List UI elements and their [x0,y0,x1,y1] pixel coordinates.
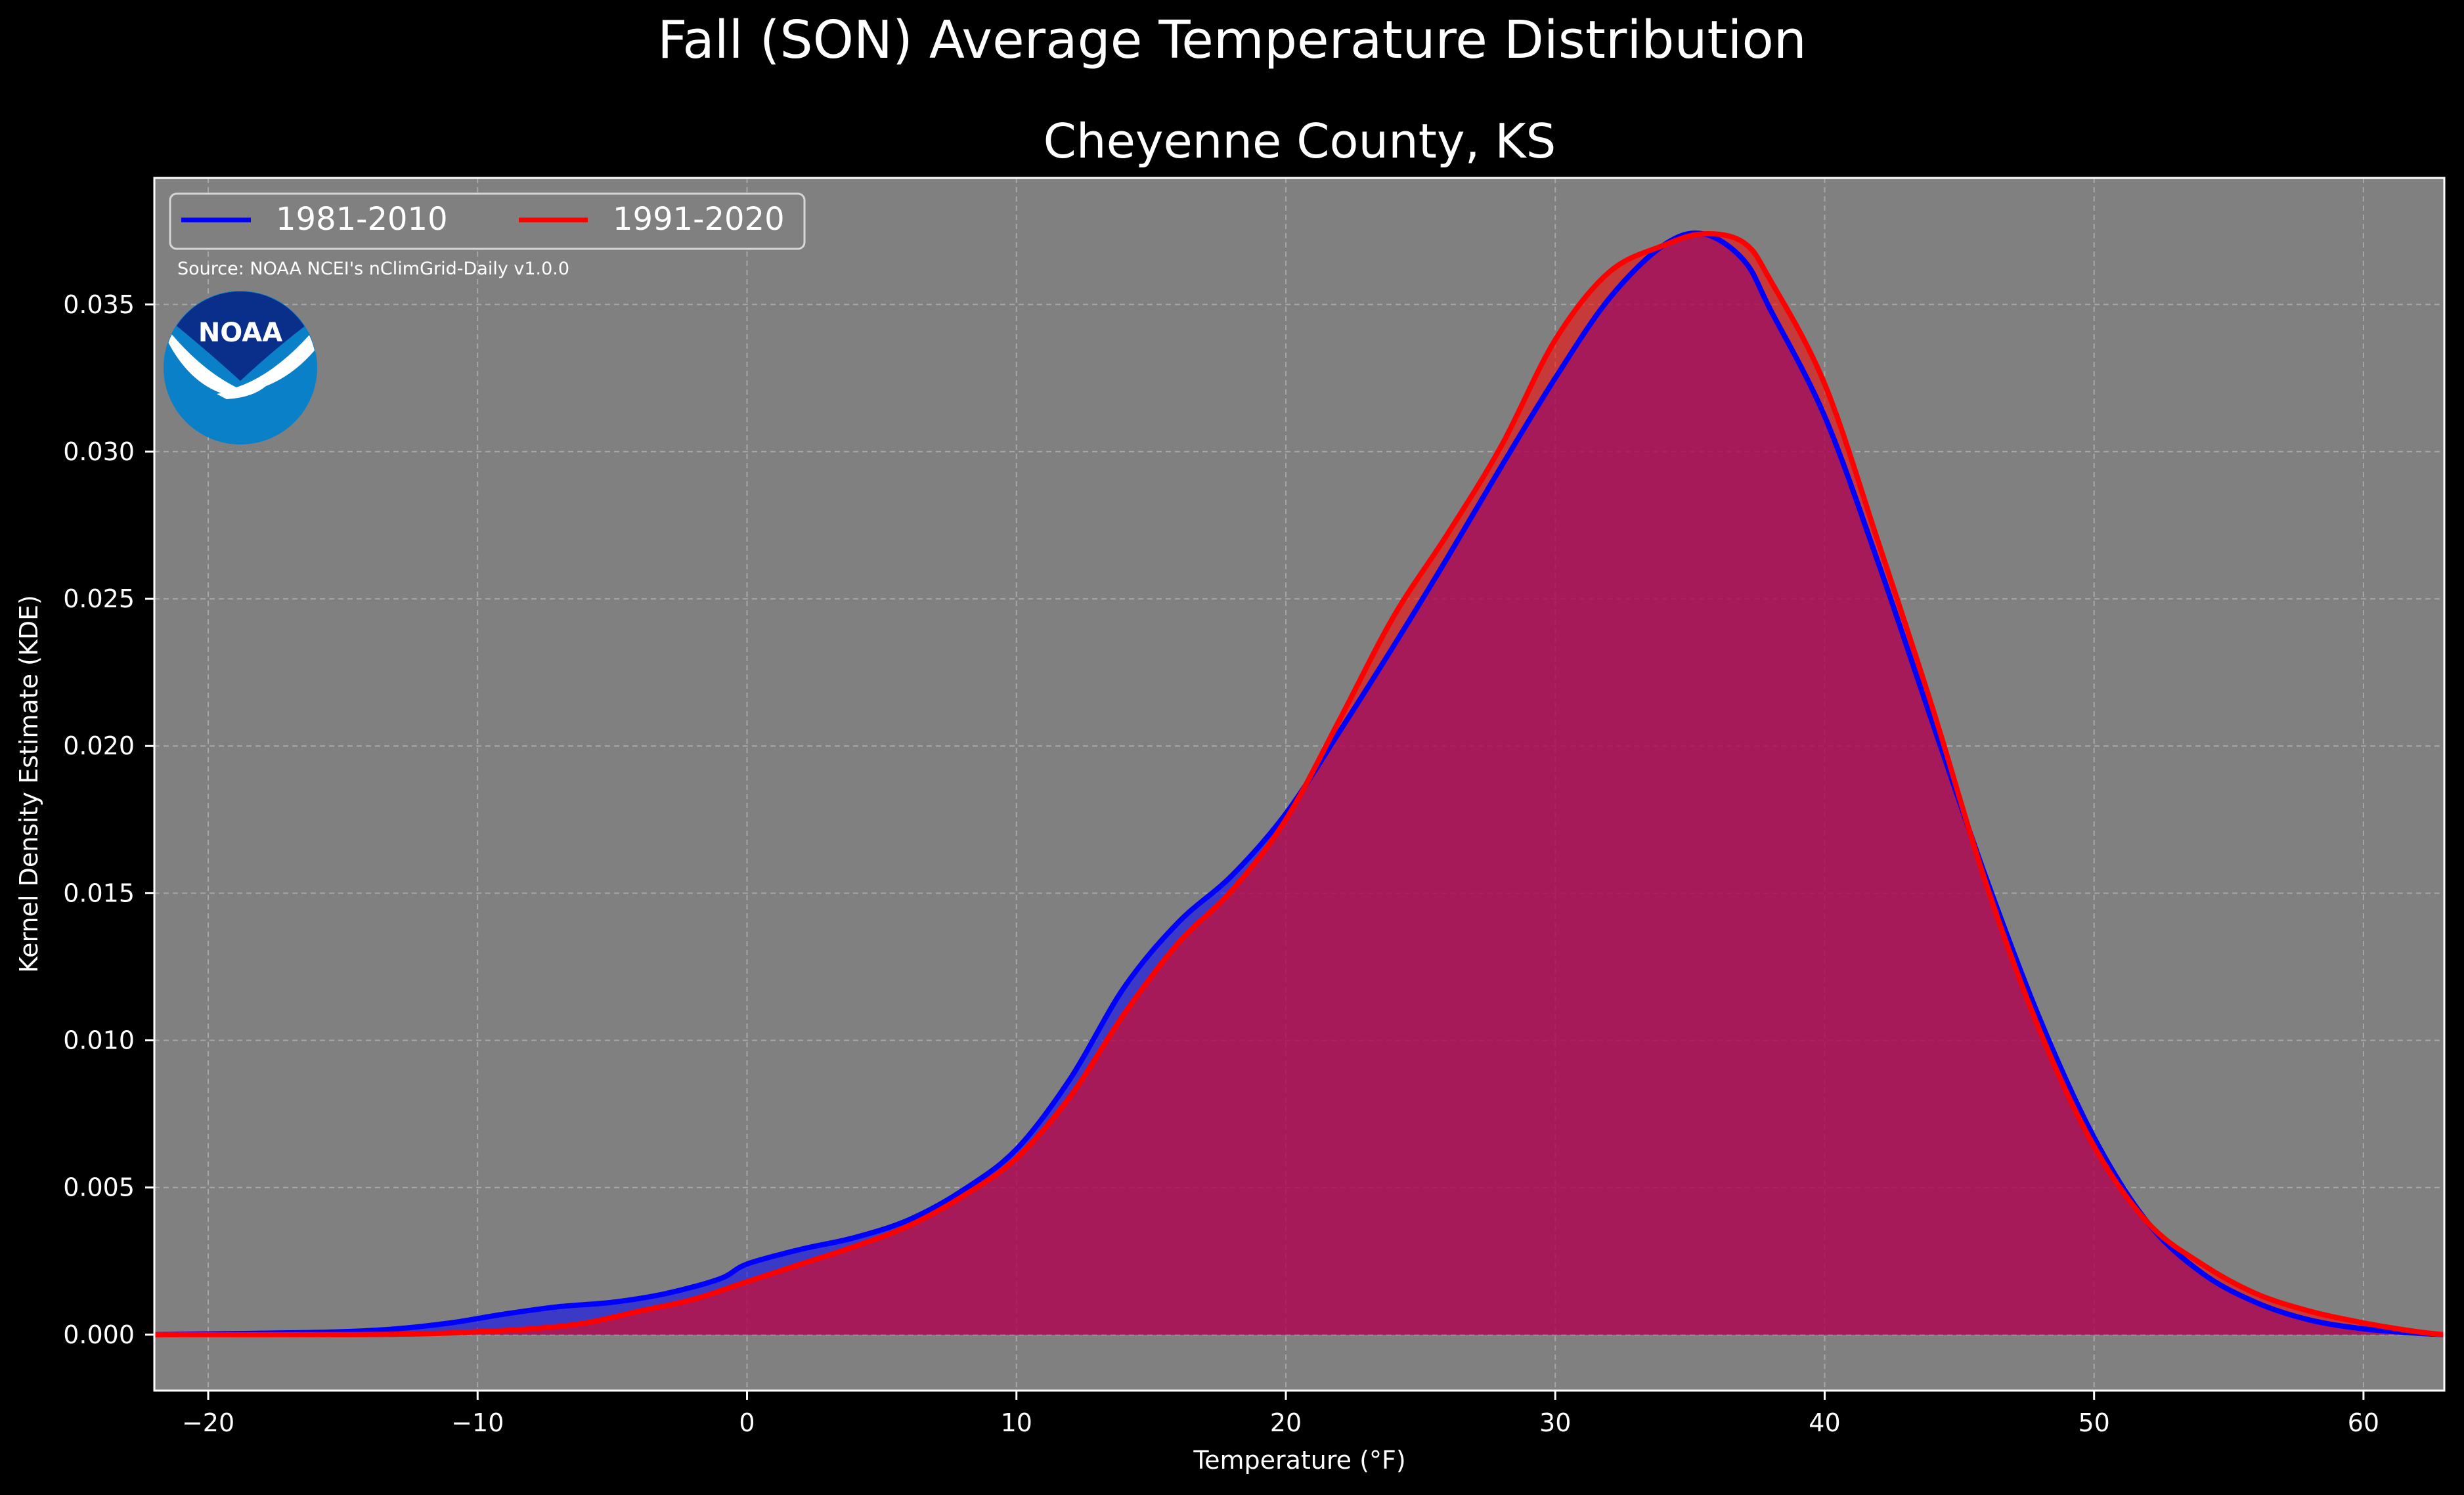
y-tick-label: 0.015 [63,878,135,907]
y-axis-label: Kernel Density Estimate (KDE) [14,595,43,973]
x-axis-label: Temperature (°F) [1193,1446,1405,1475]
series-layer [154,230,2444,1337]
series-line-1981-2010 [154,230,2444,1337]
series-line-1991-2020 [154,231,2444,1337]
y-tick-label: 0.035 [63,290,135,319]
logo-text: NOAA [198,318,282,348]
source-note: Source: NOAA NCEI's nClimGrid-Daily v1.0… [177,259,569,279]
x-tick-label: 10 [1001,1408,1032,1437]
area-fill-1991-2020 [154,234,2444,1335]
y-tick-label: 0.005 [63,1173,135,1202]
x-tick-label: −20 [182,1408,234,1437]
legend-label-1991-2020: 1991-2020 [613,201,785,238]
x-tick-label: 30 [1539,1408,1571,1437]
y-tick-label: 0.000 [63,1320,135,1349]
plot-frame [153,177,2446,1392]
legend-box [169,192,806,250]
x-tick-label: 50 [2079,1408,2110,1437]
y-tick-label: 0.010 [63,1026,135,1055]
legend-label-1981-2010: 1981-2010 [276,201,448,238]
y-tick-label: 0.020 [63,731,135,760]
x-tick-label: 40 [1809,1408,1840,1437]
legend: 1981-2010 1991-2020 [169,192,806,250]
y-tick-label: 0.025 [63,584,135,613]
chart-suptitle: Fall (SON) Average Temperature Distribut… [657,10,1807,70]
x-tick-label: −10 [451,1408,504,1437]
chart-title: Cheyenne County, KS [1044,114,1556,169]
x-tick-label: 60 [2348,1408,2379,1437]
y-tick-label: 0.030 [63,437,135,466]
x-tick-label: 0 [739,1408,755,1437]
ticks: −20 −10 0 10 20 30 40 50 60 0.000 0.005 0.010 0.015 0… [63,290,2379,1437]
x-tick-label: 20 [1270,1408,1302,1437]
